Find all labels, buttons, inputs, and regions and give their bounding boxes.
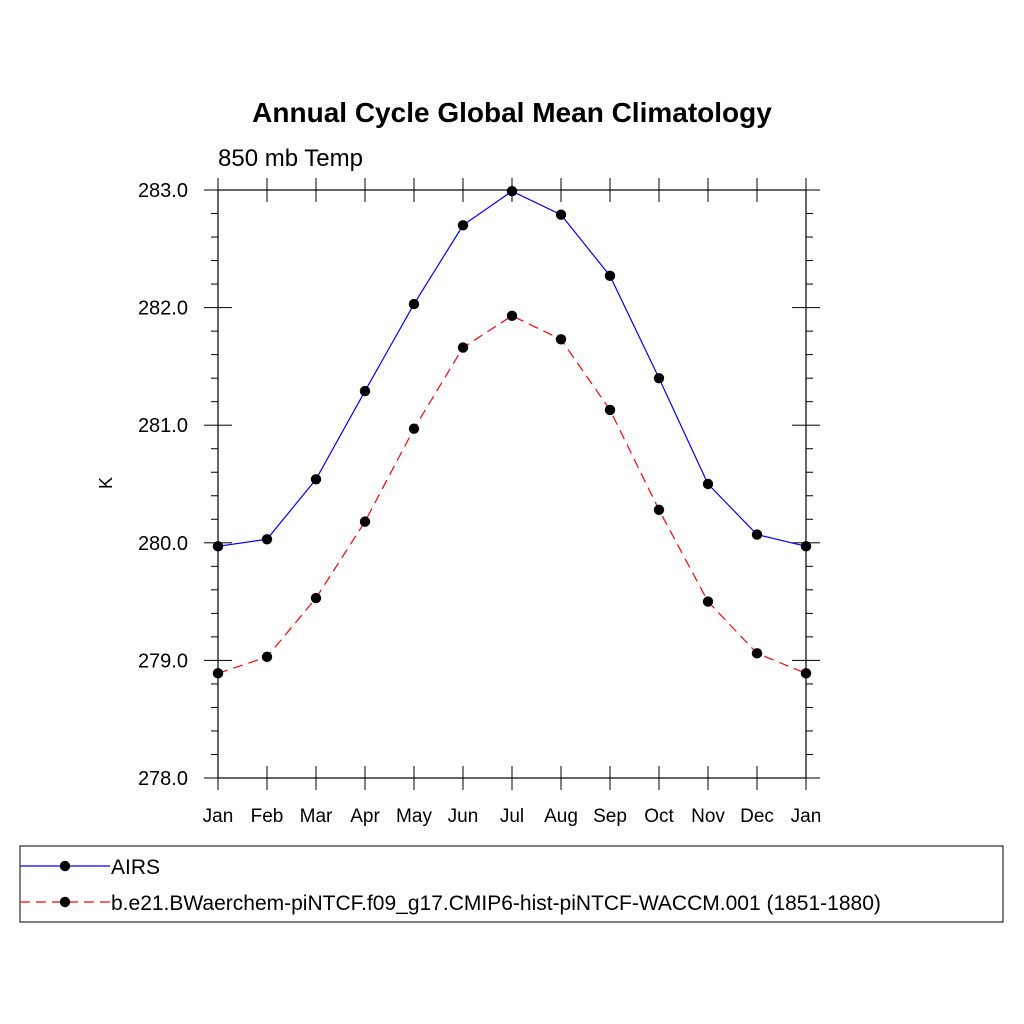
legend-label-2: b.e21.BWaerchem-piNTCF.f09_g17.CMIP6-his… xyxy=(111,892,881,915)
series-1-point xyxy=(506,185,518,197)
y-tick-label: 283.0 xyxy=(138,180,188,202)
legend-marker-1 xyxy=(59,860,71,872)
series-2-point xyxy=(604,404,616,416)
x-tick-label: May xyxy=(396,806,432,827)
x-tick-label: Feb xyxy=(251,806,284,827)
x-tick-label: Dec xyxy=(740,806,774,827)
series-1-point xyxy=(310,474,322,485)
y-tick-label: 280.0 xyxy=(138,533,188,555)
series-1-point xyxy=(261,534,273,545)
y-axis-label: K xyxy=(96,477,116,489)
y-tick-label: 282.0 xyxy=(138,298,188,320)
legend-label-1: AIRS xyxy=(111,856,160,879)
series-2-point xyxy=(310,592,322,604)
x-tick-label: Jan xyxy=(203,806,234,827)
series-1-point xyxy=(555,209,567,220)
series-2-point xyxy=(555,334,567,345)
x-tick-label: Jan xyxy=(791,806,822,827)
y-tick-label: 281.0 xyxy=(138,415,188,437)
series-2-point xyxy=(408,423,420,434)
series-line-1 xyxy=(217,190,807,547)
series-2-point xyxy=(261,651,273,663)
series-1-point xyxy=(359,385,371,397)
series-1-point xyxy=(604,270,616,282)
series-2-point xyxy=(751,648,763,659)
series-1-point xyxy=(408,298,420,310)
legend: AIRS b.e21.BWaerchem-piNTCF.f09_g17.CMIP6… xyxy=(20,856,881,915)
x-tick-label: Aug xyxy=(544,806,578,827)
series-2-point xyxy=(506,310,518,322)
chart-title: Annual Cycle Global Mean Climatology xyxy=(252,97,772,128)
legend-marker-2 xyxy=(59,896,71,908)
x-tick-label: Jun xyxy=(448,806,479,827)
x-tick-label: Jul xyxy=(500,806,524,827)
series-2-point xyxy=(457,342,469,353)
x-tick-label: Apr xyxy=(350,806,380,827)
chart-subtitle: 850 mb Temp xyxy=(218,145,363,172)
series-2-point xyxy=(653,504,665,516)
axis-ticks xyxy=(204,178,820,790)
legend-box xyxy=(19,845,1004,923)
series-2-point xyxy=(359,516,371,527)
plot-series xyxy=(212,185,812,679)
series-1-point xyxy=(751,529,763,540)
x-tick-label: Sep xyxy=(593,806,627,827)
series-1-point xyxy=(457,220,469,231)
series-2-point xyxy=(702,596,714,607)
plot-frame xyxy=(217,189,807,779)
series-1-point xyxy=(702,478,714,490)
y-tick-label: 279.0 xyxy=(138,650,188,672)
x-tick-label: Mar xyxy=(300,806,333,827)
y-tick-label: 278.0 xyxy=(138,768,188,790)
tick-labels: Jan Feb Mar Apr May Jun Jul Aug Sep Oct Nov Dec Jan 2… xyxy=(138,180,821,827)
x-tick-label: Oct xyxy=(644,806,674,827)
x-tick-label: Nov xyxy=(691,806,725,827)
series-1-point xyxy=(653,372,665,384)
